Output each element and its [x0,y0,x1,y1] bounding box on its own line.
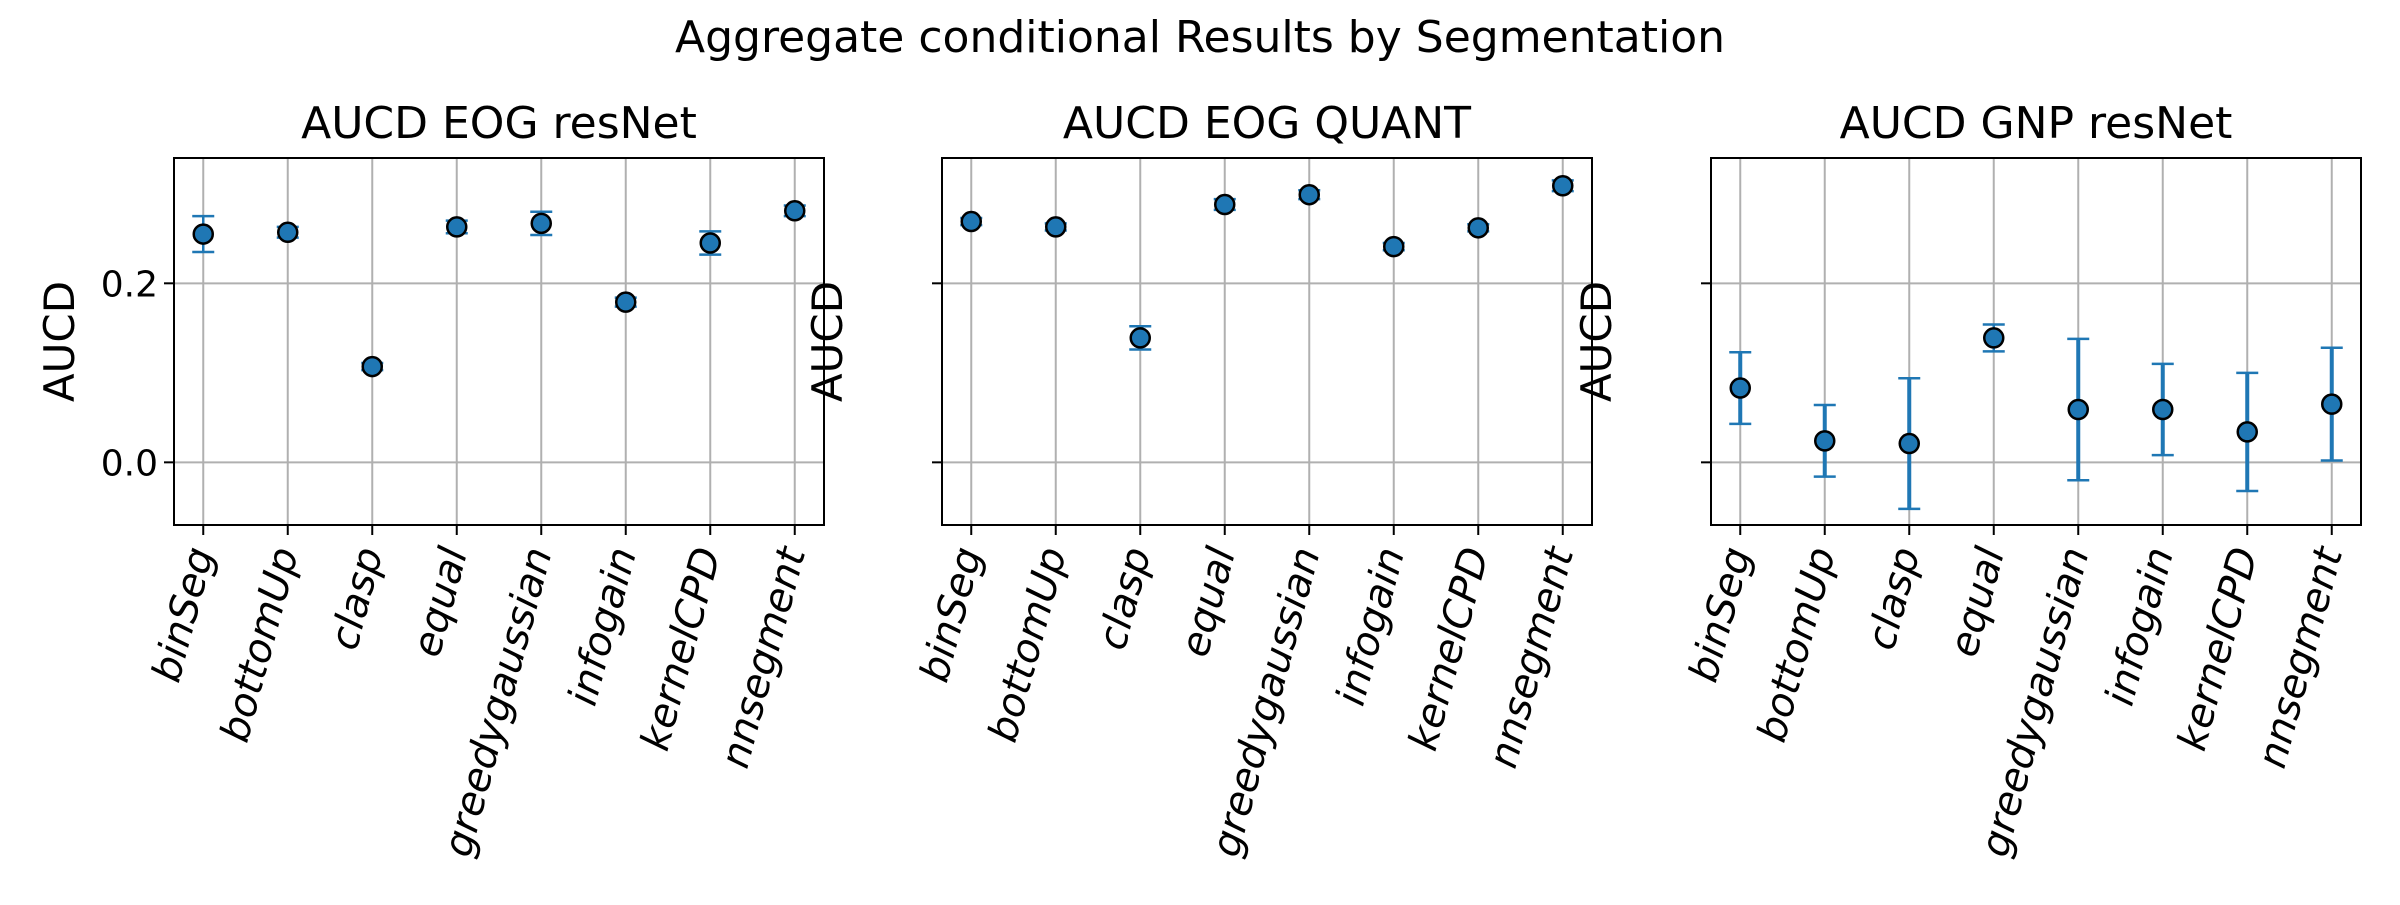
panel-title: AUCD EOG QUANT [1063,98,1471,149]
data-point [1298,183,1320,206]
y-axis-label: AUCD [1572,281,1621,402]
y-tick-label: 0.2 [101,264,158,305]
x-tick-label: equal [1941,543,2014,662]
x-tick-label: kernelCPD [2169,543,2267,756]
data-point [2321,393,2343,415]
x-tick-label: infogain [2097,543,2183,711]
x-tick-label: clasp [321,543,392,655]
x-tick-label: kernelCPD [632,543,730,756]
x-tick-label: bottomUp [212,543,308,747]
figure-title: Aggregate conditional Results by Segment… [675,12,1725,63]
y-axis-label: AUCD [35,281,84,402]
axes-frame [941,157,1593,526]
data-point [1729,377,1751,399]
x-tick-label: binSeg [912,543,992,687]
data-point [1214,193,1236,216]
data-point [699,232,721,254]
data-point [2067,398,2089,421]
panel-title: AUCD EOG resNet [301,98,697,149]
data-point [277,221,299,244]
axes-frame [1710,157,2362,526]
panel-title: AUCD GNP resNet [1840,98,2233,149]
x-tick-label: infogain [560,543,646,711]
data-point [2236,421,2258,443]
y-axis-label: AUCD [803,281,852,402]
data-point [192,223,214,245]
x-tick-label: bottomUp [980,543,1076,747]
data-point [446,216,468,238]
data-point [1467,217,1489,239]
x-tick-label: clasp [1858,543,1929,655]
data-point [361,355,383,378]
x-tick-label: binSeg [1681,543,1761,687]
x-tick-label: nnsegment [2249,541,2352,773]
x-tick-label: equal [404,543,477,662]
data-point [784,200,806,222]
y-tick-label: 0.0 [101,443,158,484]
data-point [530,212,552,235]
data-point [2152,398,2174,421]
axes-frame [173,157,825,526]
data-point [1045,216,1067,238]
data-point [1129,327,1151,349]
data-point [615,291,637,313]
x-tick-label: binSeg [144,543,224,687]
data-point [1898,432,1920,455]
x-tick-label: nnsegment [1480,541,1583,773]
data-point [1383,235,1405,258]
x-tick-label: nnsegment [712,541,815,773]
data-point [1814,430,1836,452]
x-tick-label: bottomUp [1749,543,1845,747]
x-tick-label: equal [1172,543,1245,662]
data-point [1552,174,1574,197]
x-tick-label: kernelCPD [1400,543,1498,756]
data-point [1983,327,2005,349]
x-tick-label: infogain [1328,543,1414,711]
data-point [960,210,982,233]
x-tick-label: clasp [1089,543,1160,655]
